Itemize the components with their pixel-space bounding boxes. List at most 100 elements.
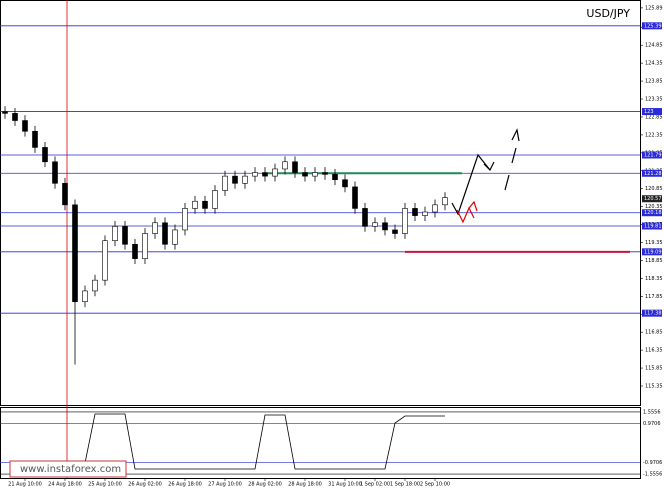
y-tick-label: 124.35 xyxy=(645,61,663,67)
y-tick-label: 120.35 xyxy=(645,204,663,210)
candle-body xyxy=(102,240,108,281)
x-tick-label: 1 Sep 18:00 xyxy=(390,482,420,488)
x-tick-label: 1 Sep 02:00 xyxy=(360,482,390,488)
level-label-bg xyxy=(642,209,662,217)
y-tick-label: 116.35 xyxy=(645,348,663,354)
y-tick-label: 122.35 xyxy=(645,132,663,138)
candle-body xyxy=(402,208,408,234)
candle-body xyxy=(2,111,8,114)
candle-body xyxy=(392,229,398,234)
x-tick-label: 31 Aug 10:00 xyxy=(328,482,362,488)
x-tick-label: 2 Sep 10:00 xyxy=(420,482,450,488)
candle-body xyxy=(412,208,418,216)
candle-body xyxy=(192,200,198,209)
y-tick-label: 123.85 xyxy=(645,79,663,85)
y-tick-label: 116.85 xyxy=(645,330,663,336)
candle-body xyxy=(222,175,228,191)
level-label-bg xyxy=(642,22,662,30)
candle-body xyxy=(232,175,238,184)
candle-body xyxy=(182,208,188,231)
candle-body xyxy=(32,130,38,148)
level-label: 121.79 xyxy=(644,152,662,158)
y-tick-label: 118.85 xyxy=(645,258,663,264)
candle-body xyxy=(162,222,168,245)
x-tick-label: 21 Aug 10:00 xyxy=(8,482,42,488)
x-tick-label: 28 Aug 02:00 xyxy=(248,482,282,488)
candle-body xyxy=(12,113,18,121)
candle-body xyxy=(362,208,368,227)
watermark: www.instaforex.com xyxy=(20,464,121,475)
y-tick-label: 119.35 xyxy=(645,240,663,246)
level-label-bg xyxy=(642,309,662,317)
y-tick-label: 117.85 xyxy=(645,294,663,300)
level-label-bg xyxy=(642,248,662,256)
candle-body xyxy=(252,172,258,177)
current-price-label: 120.57 xyxy=(644,196,662,202)
y-tick-label: 124.85 xyxy=(645,43,663,49)
candle-body xyxy=(92,279,98,292)
main-panel xyxy=(0,0,641,406)
x-tick-label: 25 Aug 10:00 xyxy=(88,482,122,488)
watermark-box xyxy=(9,460,127,478)
candle-body xyxy=(272,168,278,177)
candle-body xyxy=(312,172,318,177)
indicator-tick-label: 1.5556 xyxy=(643,409,661,415)
candle-body xyxy=(172,229,178,245)
y-tick-label: 115.85 xyxy=(645,366,663,372)
y-tick-label: 118.35 xyxy=(645,276,663,282)
candle-body xyxy=(262,172,268,177)
candle-body xyxy=(152,222,158,234)
candle-body xyxy=(52,161,58,184)
candle-body xyxy=(42,147,48,163)
candle-body xyxy=(132,243,138,259)
level-label-bg xyxy=(642,108,662,116)
candle-body xyxy=(62,183,68,206)
candle-body xyxy=(292,161,298,173)
x-tick-label: 28 Aug 18:00 xyxy=(288,482,322,488)
candle-body xyxy=(112,226,118,242)
candle-body xyxy=(122,226,128,245)
candle-body xyxy=(202,200,208,209)
candle-body xyxy=(422,211,428,216)
level-label: 119.81 xyxy=(644,223,662,229)
indicator-line xyxy=(84,413,445,470)
candle-body xyxy=(242,175,248,184)
candle-body xyxy=(342,179,348,188)
chart-title: USD/JPY xyxy=(586,7,630,20)
candle-body xyxy=(282,161,288,170)
candle-body xyxy=(372,222,378,227)
candle-body xyxy=(72,204,78,302)
candle-body xyxy=(142,233,148,259)
candle-body xyxy=(442,197,448,206)
level-label: 117.38 xyxy=(644,311,662,317)
candle-body xyxy=(322,172,328,175)
forecast-arrows-alt xyxy=(456,200,478,224)
y-tick-label: 125.89 xyxy=(645,5,663,11)
y-tick-label: 120.85 xyxy=(645,186,663,192)
x-tick-label: 24 Aug 18:00 xyxy=(48,482,82,488)
level-label: 121.28 xyxy=(644,171,662,177)
y-tick-label: 123.35 xyxy=(645,97,663,103)
candle-body xyxy=(82,290,88,302)
x-tick-label: 26 Aug 18:00 xyxy=(168,482,202,488)
candle-body xyxy=(352,186,358,209)
x-tick-label: 26 Aug 02:00 xyxy=(128,482,162,488)
level-label: 125.39 xyxy=(644,23,662,29)
level-label-bg xyxy=(642,169,662,177)
candle-body xyxy=(332,174,338,181)
indicator-tick-label: 0.9706 xyxy=(643,421,661,427)
indicator-tick-label: -1.5556 xyxy=(643,472,662,478)
level-label: 123 xyxy=(644,109,654,115)
y-tick-label: 122.85 xyxy=(645,114,663,120)
level-label: 120.18 xyxy=(644,210,662,216)
level-label-bg xyxy=(642,222,662,230)
current-price-bg xyxy=(642,195,662,203)
candle-body xyxy=(302,172,308,177)
candle-body xyxy=(22,120,28,132)
y-tick-label: 115.35 xyxy=(645,383,663,389)
candle-body xyxy=(212,190,218,209)
forecast-arrows xyxy=(451,128,520,216)
level-label-bg xyxy=(642,151,662,159)
candle-body xyxy=(382,222,388,231)
